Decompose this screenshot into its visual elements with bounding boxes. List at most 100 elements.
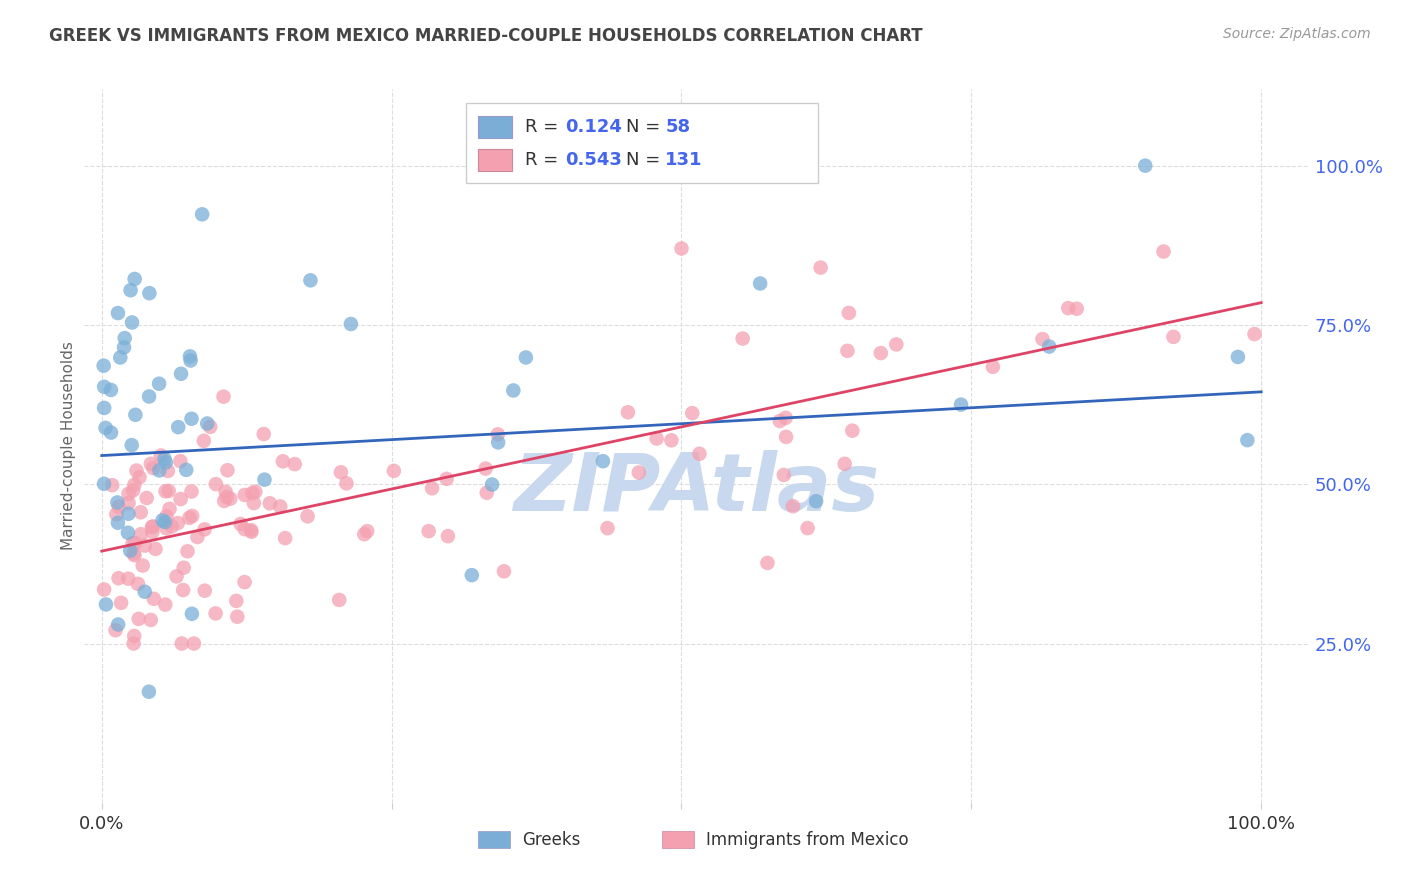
Point (93, 582, 115, 597)
Point (212, 494, 235, 508)
Point (104, 624, 127, 638)
Point (240, 523, 263, 537)
Point (731, 332, 754, 346)
Point (1163, 330, 1185, 344)
Point (134, 584, 156, 599)
Point (153, 515, 176, 529)
Point (474, 461, 496, 475)
Point (772, 467, 794, 482)
Point (884, 337, 907, 351)
Point (200, 419, 222, 434)
Text: R =: R = (524, 118, 564, 136)
Point (253, 427, 276, 442)
Point (156, 464, 179, 478)
Point (117, 487, 139, 501)
Point (166, 516, 188, 530)
Point (167, 420, 190, 434)
Point (138, 286, 160, 301)
Point (194, 583, 217, 598)
Point (138, 389, 160, 403)
Point (170, 636, 193, 650)
Point (271, 454, 294, 468)
Text: N =: N = (626, 118, 666, 136)
Point (810, 260, 832, 275)
Point (269, 500, 291, 514)
Point (841, 424, 863, 438)
Point (142, 461, 165, 475)
Point (475, 485, 498, 500)
Point (100, 425, 122, 440)
Point (155, 484, 177, 499)
Point (153, 451, 176, 466)
Point (233, 488, 256, 502)
Point (418, 524, 440, 538)
Point (141, 520, 163, 534)
Point (124, 408, 146, 422)
Point (107, 571, 129, 585)
Point (166, 569, 188, 583)
Point (225, 594, 247, 608)
Point (120, 543, 142, 558)
Point (155, 521, 177, 535)
Point (186, 530, 208, 544)
Point (233, 575, 256, 590)
Point (155, 509, 177, 524)
Point (122, 483, 145, 498)
Point (174, 463, 197, 477)
Point (105, 495, 128, 509)
Point (142, 591, 165, 606)
Point (219, 491, 242, 506)
Point (135, 491, 157, 505)
Point (837, 343, 859, 358)
Point (661, 434, 683, 448)
Point (169, 491, 191, 506)
Point (120, 283, 142, 297)
Point (492, 564, 515, 578)
Point (328, 593, 350, 607)
Point (212, 390, 235, 404)
Point (204, 607, 226, 621)
Point (1226, 350, 1249, 364)
Point (782, 500, 804, 514)
Y-axis label: Married-couple Households: Married-couple Households (60, 342, 76, 550)
Point (775, 410, 797, 425)
Point (124, 548, 146, 562)
Point (214, 484, 236, 499)
Point (121, 438, 143, 452)
Text: R =: R = (524, 151, 564, 169)
Point (769, 414, 792, 428)
Point (157, 483, 180, 498)
Point (502, 384, 524, 398)
Point (205, 477, 228, 491)
Point (756, 556, 779, 570)
Point (169, 454, 191, 468)
Point (173, 560, 195, 574)
FancyBboxPatch shape (478, 830, 510, 848)
Point (124, 477, 146, 491)
Point (117, 507, 139, 521)
Text: 0.124: 0.124 (565, 118, 621, 136)
Point (122, 547, 145, 561)
Point (1236, 433, 1258, 447)
Point (105, 508, 128, 522)
Point (229, 516, 252, 531)
Point (180, 353, 202, 368)
Text: 131: 131 (665, 151, 703, 169)
Point (148, 463, 170, 477)
Point (107, 516, 129, 530)
Point (176, 544, 198, 558)
Text: Immigrants from Mexico: Immigrants from Mexico (706, 830, 908, 848)
Point (834, 457, 856, 471)
Point (838, 306, 860, 320)
Point (340, 317, 363, 331)
Point (180, 607, 202, 621)
Point (148, 376, 170, 391)
Point (138, 684, 160, 698)
Point (284, 457, 307, 471)
Point (193, 434, 215, 448)
Point (1066, 301, 1088, 316)
Point (101, 478, 124, 492)
Point (93, 476, 115, 491)
Point (356, 524, 378, 539)
Point (688, 447, 710, 461)
